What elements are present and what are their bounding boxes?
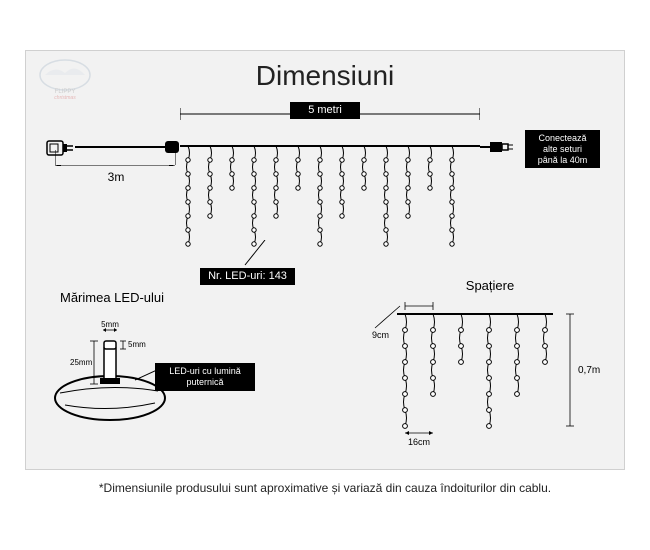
connect-note-l1: Conectează	[529, 133, 596, 144]
plug-icon	[45, 135, 75, 160]
connect-note: Conectează alte seturi până la 40m	[525, 130, 600, 168]
svg-text:christmas: christmas	[54, 95, 76, 100]
led-count-text: Nr. LED-uri: 143	[208, 270, 287, 282]
led-note-l2: puternică	[160, 377, 250, 388]
svg-text:5mm: 5mm	[128, 340, 146, 349]
end-connector-icon	[480, 140, 515, 154]
svg-text:16cm: 16cm	[408, 437, 430, 447]
lead-length-label: 3m	[60, 170, 172, 184]
led-size-title: Mărimea LED-ului	[60, 290, 260, 305]
cable-controller	[165, 141, 179, 153]
disclaimer-text: *Dimensiunile produsului sunt aproximati…	[0, 481, 650, 495]
connect-note-l2: alte seturi	[529, 144, 596, 155]
icicle-curtain-spacing: 9cm 16cm 0,7m	[370, 298, 610, 448]
led-note: LED-uri cu lumină puternică	[155, 363, 255, 391]
svg-text:9cm: 9cm	[372, 330, 389, 340]
led-count-pointer	[240, 240, 270, 270]
led-size-section: Mărimea LED-ului 5mm 5mm 25mm	[40, 290, 260, 440]
lead-dim-line	[55, 165, 175, 166]
spacing-title: Spațiere	[370, 278, 610, 293]
svg-text:0,7m: 0,7m	[578, 365, 600, 376]
icicle-curtain-main	[180, 130, 480, 260]
led-note-l1: LED-uri cu lumină	[160, 366, 250, 377]
led-count-label: Nr. LED-uri: 143	[200, 268, 295, 285]
led-w-text: 5mm	[101, 320, 119, 329]
svg-text:25mm: 25mm	[70, 358, 93, 367]
led-diagram: 5mm 5mm 25mm LED-uri cu lumină puternică	[40, 313, 240, 433]
connect-note-l3: până la 40m	[529, 155, 596, 166]
page-title: Dimensiuni	[0, 60, 650, 92]
spacing-section: Spațiere 9cm 16cm 0,7m	[370, 278, 610, 448]
lead-cable	[75, 146, 175, 148]
width-dim-line	[180, 108, 480, 120]
